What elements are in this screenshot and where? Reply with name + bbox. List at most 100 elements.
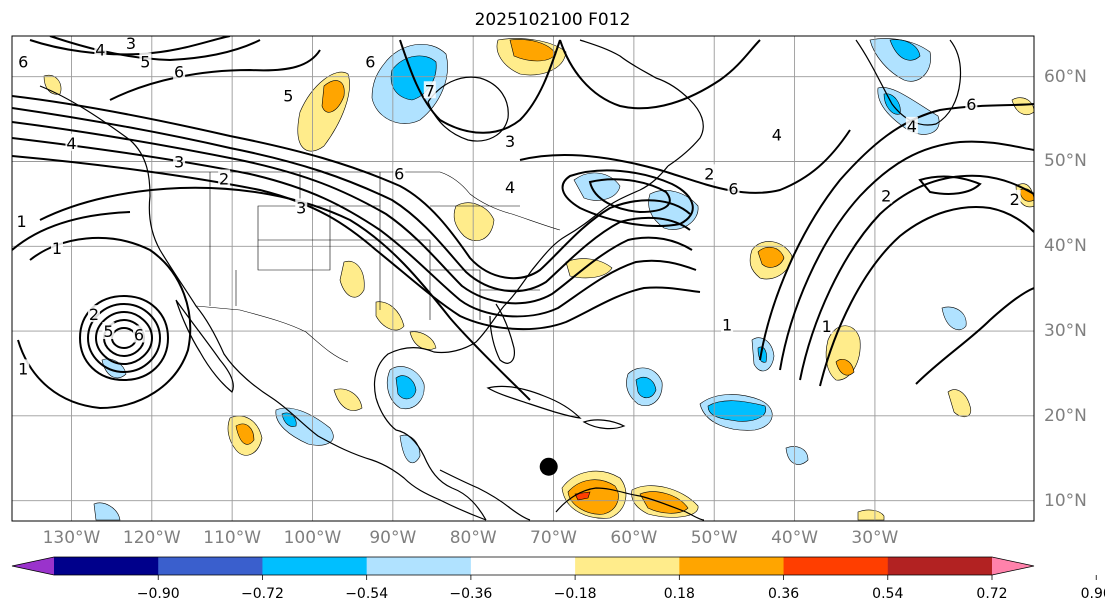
colorbar-extend-high xyxy=(992,557,1034,575)
contour-line xyxy=(12,137,697,318)
contour-line xyxy=(17,236,192,410)
shade-blue xyxy=(941,306,967,330)
contour-label: 6 xyxy=(966,95,976,114)
contour-line xyxy=(561,169,694,227)
contour-line xyxy=(109,49,321,101)
contour-label-bg xyxy=(218,169,231,187)
contour-label-bg xyxy=(17,359,30,377)
contour-label-bg xyxy=(173,62,186,80)
contour-label-bg xyxy=(820,316,833,334)
contour-label: 3 xyxy=(174,152,184,171)
contour-label: 5 xyxy=(283,86,293,105)
contour-line xyxy=(49,36,261,62)
contour-label: 1 xyxy=(17,212,27,231)
lon-tick-label: 120°W xyxy=(122,528,181,548)
shade-red xyxy=(574,491,591,501)
lon-tick-label: 30°W xyxy=(851,528,899,548)
contour-line xyxy=(759,103,1034,361)
contour-line xyxy=(918,175,982,195)
colorbar-segment xyxy=(679,557,785,575)
contour-label: 4 xyxy=(907,117,917,136)
coastline-florida xyxy=(489,303,515,364)
coastlines xyxy=(39,39,962,521)
lon-tick-label: 50°W xyxy=(690,528,738,548)
border-us-canada xyxy=(150,171,561,231)
contour-line xyxy=(39,186,531,401)
lon-tick-label: 60°W xyxy=(610,528,658,548)
colorbar-tick-label: 0.54 xyxy=(872,586,904,602)
contour-label-bg xyxy=(65,133,78,151)
shade-blue xyxy=(635,377,657,399)
shade-yellow xyxy=(857,509,885,521)
contour-line xyxy=(12,107,691,293)
contour-label-bg xyxy=(282,86,295,104)
contour-label-bg xyxy=(124,33,137,51)
contour-label: 4 xyxy=(95,41,105,60)
lat-tick-label: 40°N xyxy=(1044,236,1087,257)
contour-label-bg xyxy=(504,132,517,150)
contour-label: 5 xyxy=(140,52,150,71)
contour-label: 1 xyxy=(52,239,62,258)
coastline-cuba xyxy=(486,385,582,419)
colorbar-segment xyxy=(887,557,993,575)
colorbar-outline xyxy=(11,556,1035,576)
contour-label: 4 xyxy=(772,125,782,144)
colorbar-extend-low xyxy=(12,557,54,575)
contour-label-bg xyxy=(905,116,918,134)
shade-orange xyxy=(835,359,855,376)
contour-line xyxy=(915,287,1034,385)
contour-ring xyxy=(78,294,170,382)
colorbar-tick-label: −0.18 xyxy=(553,586,597,602)
contour-label: 2 xyxy=(881,186,891,205)
contour-label-bg xyxy=(393,164,406,182)
coastline-central-america xyxy=(439,469,531,521)
colorbar-segment xyxy=(575,557,680,575)
contour-ring xyxy=(94,310,154,366)
shade-blue xyxy=(399,434,421,464)
lon-tick-label: 130°W xyxy=(42,528,101,548)
contour-label-bg xyxy=(87,305,100,323)
lon-tick-label: 70°W xyxy=(530,528,578,548)
contour-label-bg xyxy=(17,52,30,70)
contour-label-bg xyxy=(504,177,517,195)
coastline-greenland xyxy=(855,39,962,126)
shade-yellow xyxy=(339,260,365,298)
contour-label-bg xyxy=(727,179,740,197)
contour-label: 2 xyxy=(1010,190,1020,209)
coastline-south-america xyxy=(555,487,705,521)
colorbar-segment xyxy=(366,557,472,575)
lon-tick-label: 40°W xyxy=(771,528,819,548)
contour-label: 6 xyxy=(174,63,184,82)
colorbar-tick-label: 0.18 xyxy=(663,586,695,602)
shade-blue xyxy=(101,358,127,379)
shade-yellow xyxy=(565,258,613,279)
contour-label: 2 xyxy=(704,164,714,183)
contour-label-bg xyxy=(770,125,783,143)
plot-frame xyxy=(11,35,1035,522)
coastline-hudson-bay xyxy=(427,76,509,142)
shade-yellow xyxy=(453,202,495,241)
contour-line xyxy=(12,95,691,280)
contour-label-bg xyxy=(132,325,145,343)
contour-label: 5 xyxy=(103,322,113,341)
contour-line xyxy=(819,206,1034,387)
contour-line xyxy=(399,39,561,134)
contour-label: 1 xyxy=(722,315,732,334)
shade-orange xyxy=(235,423,255,445)
contour-label: 1 xyxy=(822,317,832,336)
contour-line xyxy=(799,174,1034,381)
lon-tick-label: 100°W xyxy=(283,528,342,548)
contour-label: 1 xyxy=(18,359,28,378)
shade-blue xyxy=(93,502,121,521)
contour-label: 2 xyxy=(219,169,229,188)
coastline-baja xyxy=(175,299,234,393)
contour-label-bg xyxy=(423,81,436,99)
contour-label-bg xyxy=(94,40,107,58)
contour-label-bg xyxy=(721,315,734,333)
shade-yellow xyxy=(375,301,405,331)
lon-tick-label: 80°W xyxy=(449,528,497,548)
contour-label-bg xyxy=(364,52,377,70)
shade-blue xyxy=(889,39,921,61)
gridlines xyxy=(12,36,1034,521)
